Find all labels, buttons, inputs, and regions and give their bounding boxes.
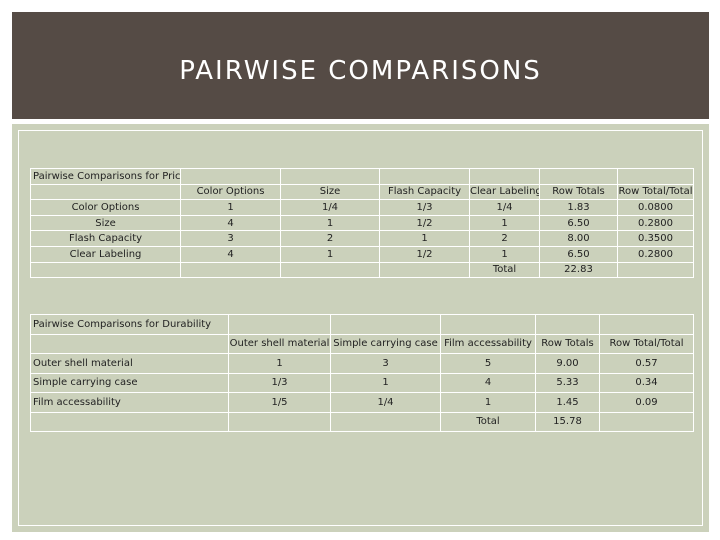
row-label: Flash Capacity xyxy=(30,230,181,247)
table-cell: 1.45 xyxy=(535,392,600,413)
header-cell: Film accessability xyxy=(440,333,536,354)
table-cell: 1 xyxy=(280,214,380,232)
table-header-row: Outer shell material Simple carrying cas… xyxy=(30,333,694,354)
row-label: Size xyxy=(30,214,181,232)
panel-frame xyxy=(18,130,703,526)
row-label: Simple carrying case xyxy=(30,372,229,393)
table-cell: 4 xyxy=(180,245,281,263)
table-cell: 1/3 xyxy=(379,199,470,216)
table-row: Size 4 1 1/2 1 6.50 0.2800 xyxy=(30,214,694,232)
table-cell: 1 xyxy=(280,245,380,263)
table-cell: 0.09 xyxy=(599,392,694,413)
table-cell: 2 xyxy=(469,230,540,247)
table-cell: 0.2800 xyxy=(617,245,694,263)
table-cell: 1 xyxy=(379,230,470,247)
table-cell: 1/4 xyxy=(469,199,540,216)
header-cell: Outer shell material xyxy=(228,333,331,354)
table-cell: 5 xyxy=(440,353,536,374)
table-cell: 1 xyxy=(440,392,536,413)
header-cell: Row Totals xyxy=(539,183,618,201)
table-cell: 4 xyxy=(440,372,536,393)
table-cell: 1/2 xyxy=(379,214,470,232)
table-cell: 0.34 xyxy=(599,372,694,393)
total-value: 15.78 xyxy=(535,411,600,432)
table-cell: 1/5 xyxy=(228,392,331,413)
table-cell: 1/4 xyxy=(280,199,380,216)
table-row: Outer shell material 1 3 5 9.00 0.57 xyxy=(30,353,694,374)
table-header-row: Color Options Size Flash Capacity Clear … xyxy=(30,183,694,201)
header-cell: Size xyxy=(280,183,380,201)
row-label: Outer shell material xyxy=(30,353,229,374)
table-cell: 0.2800 xyxy=(617,214,694,232)
table-cell: 3 xyxy=(180,230,281,247)
table-cell: 4 xyxy=(180,214,281,232)
table-cell: 1.83 xyxy=(539,199,618,216)
table-cell: 1 xyxy=(180,199,281,216)
table-cell: 1 xyxy=(228,353,331,374)
table-row: Film accessability 1/5 1/4 1 1.45 0.09 xyxy=(30,392,694,413)
table-cell: 0.3500 xyxy=(617,230,694,247)
table-cell: 1/3 xyxy=(228,372,331,393)
total-label: Total xyxy=(440,411,536,432)
table-row: Flash Capacity 3 2 1 2 8.00 0.3500 xyxy=(30,230,694,247)
header-cell: Simple carrying case xyxy=(330,333,441,354)
table-row: Color Options 1 1/4 1/3 1/4 1.83 0.0800 xyxy=(30,199,694,216)
table-cell: 0.0800 xyxy=(617,199,694,216)
table-caption: Pairwise Comparisons for Durability xyxy=(30,314,229,335)
table-total-row: Total 22.83 xyxy=(30,261,694,279)
table-cell: 9.00 xyxy=(535,353,600,374)
row-label: Film accessability xyxy=(30,392,229,413)
table-cell: 1 xyxy=(469,214,540,232)
header-cell: Row Total/Total xyxy=(617,183,694,201)
header-cell xyxy=(30,333,229,354)
table-cell: 1/4 xyxy=(330,392,441,413)
header-cell: Flash Capacity xyxy=(379,183,470,201)
slide-title: PAIRWISE COMPARISONS xyxy=(179,56,542,86)
table-cell: 1/2 xyxy=(379,245,470,263)
total-label: Total xyxy=(469,261,540,279)
durability-comparison-table: Pairwise Comparisons for Durability Oute… xyxy=(30,314,694,432)
table-cell: 6.50 xyxy=(539,214,618,232)
header-cell xyxy=(30,183,181,201)
title-bar: PAIRWISE COMPARISONS xyxy=(12,12,709,119)
table-cell: 1 xyxy=(469,245,540,263)
row-label: Clear Labeling xyxy=(30,245,181,263)
table-cell: 5.33 xyxy=(535,372,600,393)
table-caption-row: Pairwise Comparisons for Durability xyxy=(30,314,694,335)
table-caption: Pairwise Comparisons for Price xyxy=(30,168,181,185)
table-cell: 1 xyxy=(330,372,441,393)
table-cell: 3 xyxy=(330,353,441,374)
table-row: Simple carrying case 1/3 1 4 5.33 0.34 xyxy=(30,372,694,393)
price-comparison-table: Pairwise Comparisons for Price Color Opt… xyxy=(30,168,694,279)
table-cell: 2 xyxy=(280,230,380,247)
table-caption-row: Pairwise Comparisons for Price xyxy=(30,168,694,185)
total-value: 22.83 xyxy=(539,261,618,279)
header-cell: Row Totals xyxy=(535,333,600,354)
header-cell: Row Total/Total xyxy=(599,333,694,354)
table-cell: 0.57 xyxy=(599,353,694,374)
table-cell: 6.50 xyxy=(539,245,618,263)
table-cell: 8.00 xyxy=(539,230,618,247)
table-row: Clear Labeling 4 1 1/2 1 6.50 0.2800 xyxy=(30,245,694,263)
row-label: Color Options xyxy=(30,199,181,216)
table-total-row: Total 15.78 xyxy=(30,411,694,432)
header-cell: Clear Labeling xyxy=(469,183,540,201)
header-cell: Color Options xyxy=(180,183,281,201)
